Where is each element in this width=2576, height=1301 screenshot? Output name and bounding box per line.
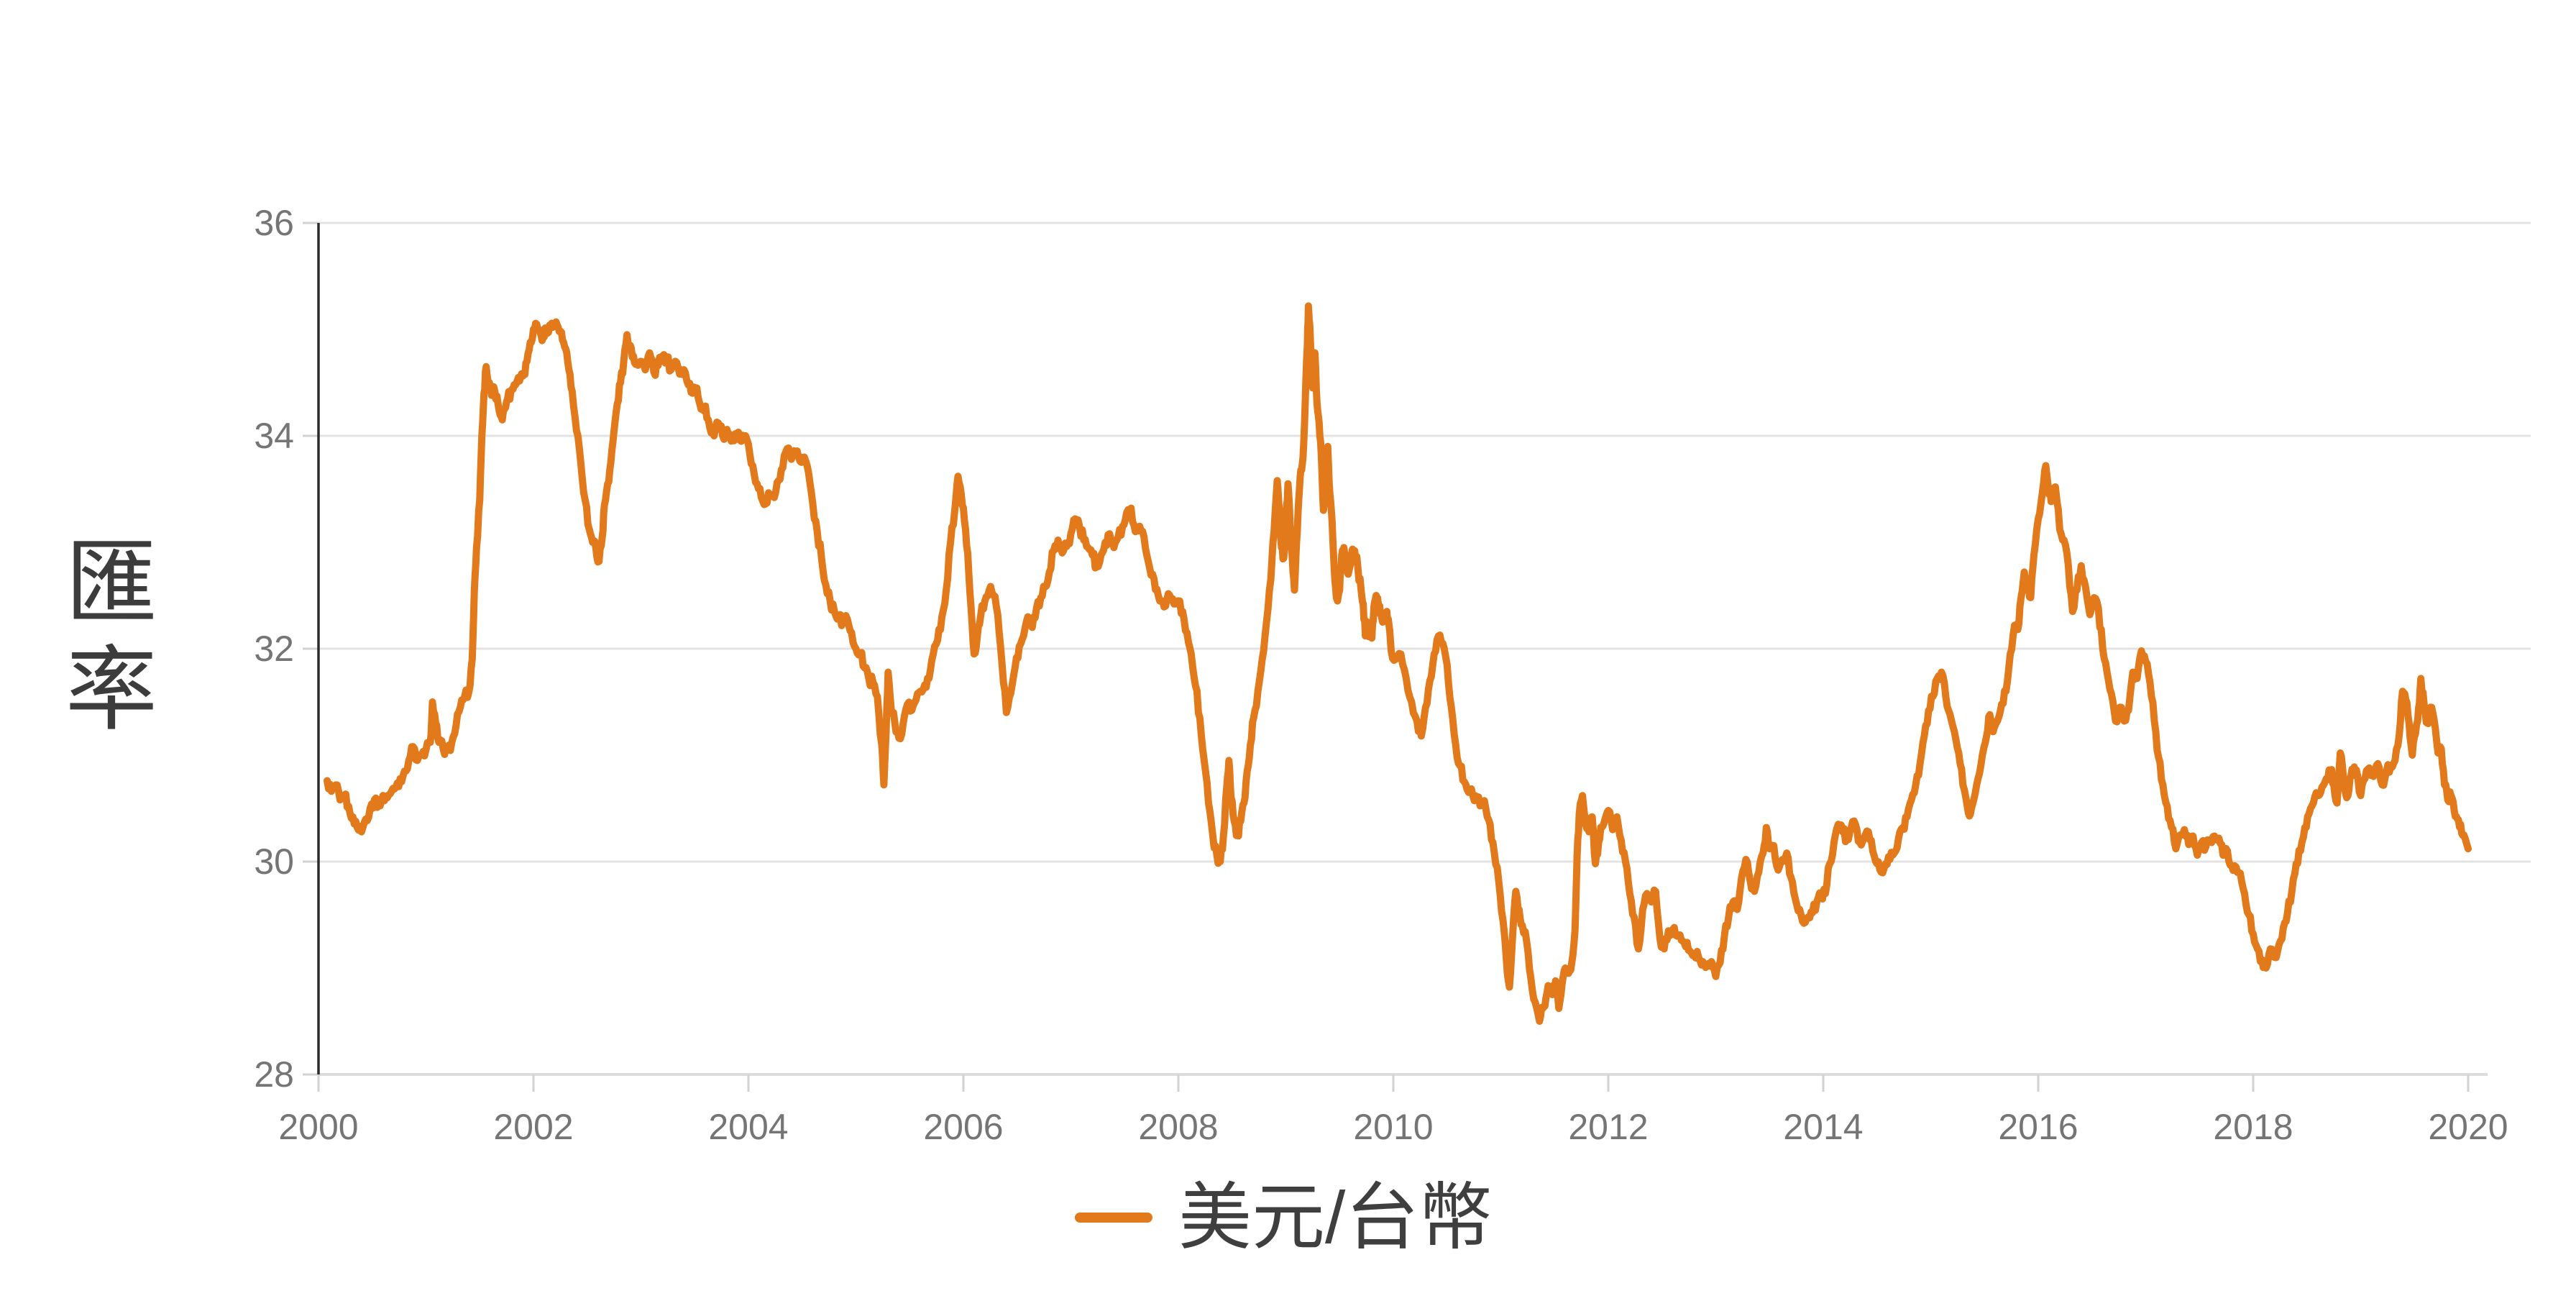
x-tick-label-2008: 2008	[1138, 1107, 1218, 1147]
x-tick-label-2012: 2012	[1568, 1107, 1648, 1147]
x-tick-label-2014: 2014	[1783, 1107, 1863, 1147]
y-tick-label-30: 30	[254, 841, 294, 882]
x-tick-label-2018: 2018	[2213, 1107, 2293, 1147]
x-tick-label-2006: 2006	[923, 1107, 1003, 1147]
legend: 美元/台幣	[1075, 1164, 1722, 1272]
series-line-usd-twd	[324, 302, 2472, 1025]
y-tick-label-32: 32	[254, 629, 294, 669]
x-tick-label-2004: 2004	[708, 1107, 788, 1147]
y-tick-label-28: 28	[254, 1054, 294, 1095]
y-axis-title-text: 匯率	[65, 532, 158, 742]
x-tick-label-2010: 2010	[1353, 1107, 1433, 1147]
x-tick-label-2000: 2000	[278, 1107, 358, 1147]
legend-line-swatch	[1075, 1213, 1152, 1223]
y-tick-label-34: 34	[254, 416, 294, 456]
y-tick-label-36: 36	[254, 203, 294, 243]
legend-label: 美元/台幣	[1178, 1177, 1493, 1259]
x-tick-label-2016: 2016	[1998, 1107, 2078, 1147]
y-axis-title: 匯率	[58, 531, 165, 744]
x-tick-label-2020: 2020	[2428, 1107, 2508, 1147]
x-tick-label-2002: 2002	[493, 1107, 573, 1147]
